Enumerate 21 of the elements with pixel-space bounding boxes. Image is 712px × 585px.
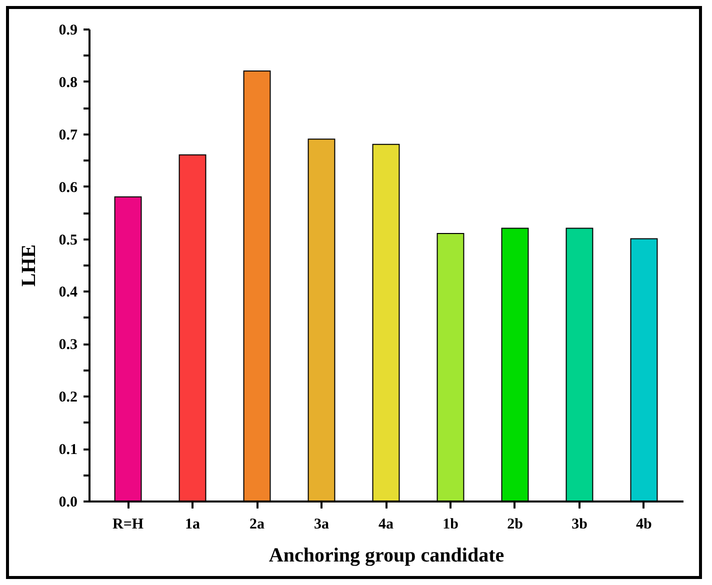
- y-tick-label: 0.3: [58, 337, 78, 354]
- x-tick-label: 2a: [250, 516, 266, 532]
- x-tick-label: 1b: [442, 516, 458, 532]
- y-tick-label: 0.8: [58, 74, 78, 91]
- x-tick-label: 2b: [507, 516, 523, 532]
- x-axis-title: Anchoring group candidate: [268, 544, 504, 566]
- y-tick-label: 0.7: [58, 127, 78, 144]
- y-tick-label: 0.6: [58, 180, 78, 196]
- x-tick-label: 4a: [378, 516, 394, 532]
- x-tick-label: R=H: [112, 516, 144, 532]
- y-tick-label: 0.1: [58, 442, 78, 458]
- y-tick-label: 0.4: [58, 284, 78, 301]
- x-tick-label: 1a: [185, 516, 201, 532]
- y-tick-label: 0.5: [58, 232, 78, 248]
- x-tick-label: 3b: [572, 516, 588, 532]
- x-tick-label: 3a: [314, 516, 330, 532]
- y-tick-label: 0.2: [58, 390, 78, 406]
- y-axis-title: LHE: [18, 244, 40, 287]
- y-tick-label: 0.9: [58, 22, 78, 38]
- y-tick-label: 0.0: [58, 494, 78, 510]
- x-tick-label: 4b: [636, 516, 652, 532]
